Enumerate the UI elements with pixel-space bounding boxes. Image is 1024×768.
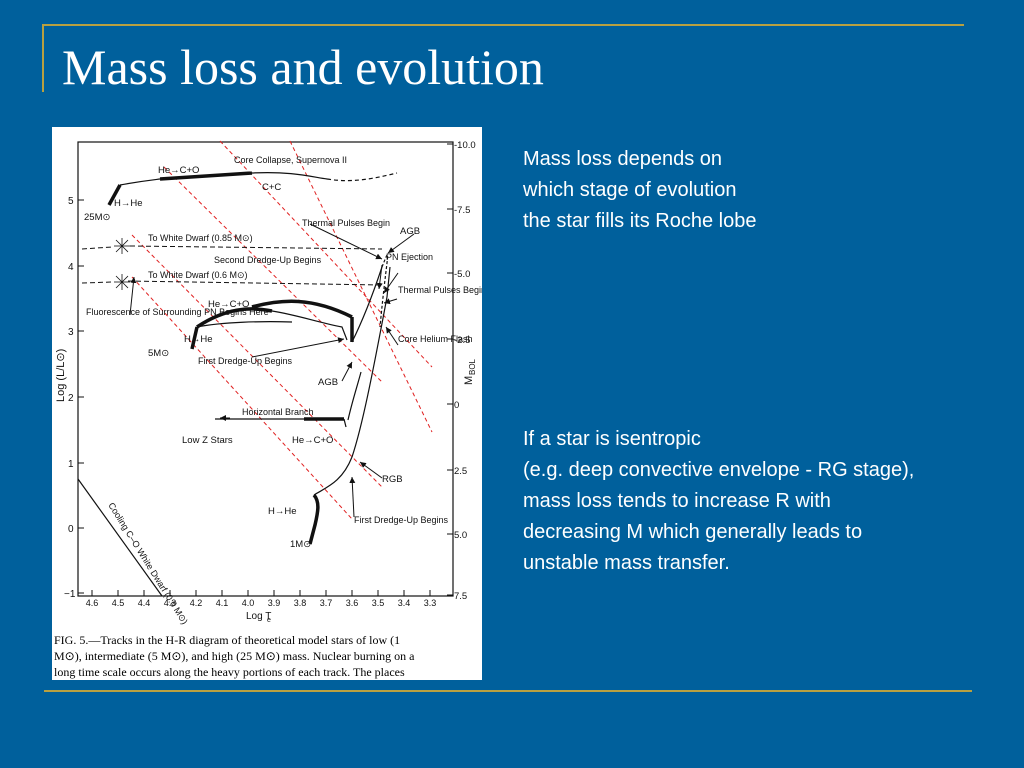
x-tick: 3.5 — [372, 598, 385, 608]
x-tick: 3.4 — [398, 598, 411, 608]
right-axis-subscript: BOL — [468, 358, 477, 375]
y-tick: 5 — [68, 196, 74, 207]
label-cc: C+C — [262, 182, 281, 193]
label-first-dredge-up-1: First Dredge-Up Begins — [354, 515, 449, 525]
label-pn-ejection: PN Ejection — [386, 252, 433, 262]
x-tick: 3.8 — [294, 598, 307, 608]
right-tick: -7.5 — [454, 205, 470, 216]
label-1-msun: 1M⊙ — [290, 539, 311, 550]
x-tick: 3.3 — [424, 598, 437, 608]
x-tick: 4.1 — [216, 598, 229, 608]
white-dwarf-cooling-track — [77, 478, 163, 597]
x-tick: 4.5 — [112, 598, 125, 608]
y-tick: −1 — [64, 589, 76, 600]
label-core-collapse: Core Collapse, Supernova II — [234, 155, 347, 165]
left-rule — [42, 24, 44, 92]
right-tick: -2.5 — [454, 335, 470, 346]
y-tick: 3 — [68, 327, 74, 338]
caption-line: long time scale occurs along the heavy p… — [54, 665, 405, 679]
label-rgb: RGB — [382, 474, 403, 485]
label-h-he-low: H→He — [268, 506, 297, 517]
track-5-msun — [190, 254, 389, 350]
right-tick: 7.5 — [454, 591, 467, 602]
mass-loss-text: Mass loss depends on which stage of evol… — [523, 144, 756, 237]
x-tick: 3.7 — [320, 598, 333, 608]
label-to-white-dwarf-085: To White Dwarf (0.85 M⊙) — [148, 233, 253, 243]
right-axis-title: M BOL — [463, 358, 477, 385]
text-line: unstable mass transfer. — [523, 552, 730, 574]
text-line: If a star is isentropic — [523, 428, 701, 450]
top-rule — [44, 24, 964, 26]
slide-title: Mass loss and evolution — [62, 39, 544, 95]
text-line: the star fills its Roche lobe — [523, 210, 757, 232]
hr-diagram: 5 4 3 2 1 0 −1 Log (L/L⊙) -10.0 -7.5 -5.… — [54, 140, 482, 679]
label-thermal-pulses-begin-2: Thermal Pulses Begin — [398, 285, 482, 295]
x-tick: 4.3 — [164, 598, 177, 608]
x-axis-subscript: e — [267, 617, 271, 624]
left-tick-marks — [78, 199, 84, 594]
label-fluorescence: Fluorescence of Surrounding PN Begins He… — [86, 307, 269, 317]
y-tick: 0 — [68, 524, 74, 535]
x-axis-label: Log T — [246, 611, 271, 622]
text-line: mass loss tends to increase R with — [523, 490, 831, 512]
x-tick: 4.4 — [138, 598, 151, 608]
figure-caption: FIG. 5.—Tracks in the H-R diagram of the… — [54, 633, 415, 679]
label-low-z-stars: Low Z Stars — [182, 435, 233, 446]
to-white-dwarf-lines — [81, 245, 383, 286]
plot-frame — [77, 141, 454, 597]
x-tick: 3.6 — [346, 598, 359, 608]
right-tick-marks — [447, 143, 453, 596]
track-1-msun — [308, 266, 391, 545]
caption-line: M⊙), intermediate (5 M⊙), and high (25 M… — [54, 649, 415, 663]
x-tick: 4.6 — [86, 598, 99, 608]
x-tick: 4.2 — [190, 598, 203, 608]
right-tick-labels: -10.0 -7.5 -5.0 -2.5 0 2.5 5.0 7.5 — [454, 140, 476, 602]
y-tick: 1 — [68, 459, 74, 470]
y-tick-labels: 5 4 3 2 1 0 −1 — [64, 196, 76, 600]
hr-diagram-figure: 5 4 3 2 1 0 −1 Log (L/L⊙) -10.0 -7.5 -5.… — [52, 127, 482, 680]
starburst-icon — [114, 238, 130, 254]
label-5-msun: 5M⊙ — [148, 348, 169, 359]
label-h-he-mid: H→He — [184, 334, 213, 345]
right-tick: 2.5 — [454, 466, 467, 477]
caption-line: FIG. 5.—Tracks in the H-R diagram of the… — [54, 633, 400, 647]
text-line: decreasing M which generally leads to — [523, 521, 863, 543]
starburst-icon — [114, 274, 130, 290]
label-25-msun: 25M⊙ — [84, 212, 110, 223]
label-to-white-dwarf-06: To White Dwarf (0.6 M⊙) — [148, 270, 248, 280]
label-second-dredge-up: Second Dredge-Up Begins — [214, 255, 322, 265]
label-core-helium-flash: Core Helium Flash — [398, 334, 473, 344]
x-tick-labels: 4.6 4.5 4.4 4.3 4.2 4.1 4.0 3.9 3.8 3.7 … — [86, 598, 437, 608]
right-tick: 5.0 — [454, 530, 467, 541]
bottom-rule — [44, 690, 972, 692]
text-line: (e.g. deep convective envelope - RG stag… — [523, 459, 915, 481]
x-tick: 4.0 — [242, 598, 255, 608]
label-agb-mid: AGB — [318, 377, 338, 388]
y-tick: 4 — [68, 262, 74, 273]
x-tick-marks — [91, 590, 431, 596]
right-tick: -10.0 — [454, 140, 476, 151]
right-tick: 0 — [454, 400, 459, 411]
arrow-icon — [129, 223, 415, 518]
y-tick: 2 — [68, 393, 74, 404]
label-first-dredge-up-5: First Dredge-Up Begins — [198, 356, 293, 366]
text-line: which stage of evolution — [523, 179, 737, 201]
right-axis-label: M — [463, 376, 475, 385]
label-he-co-low: He→C+O — [292, 435, 333, 446]
label-he-co-top: He→C+O — [158, 165, 199, 176]
label-h-he-top: H→He — [114, 198, 143, 209]
label-thermal-pulses-begin-1: Thermal Pulses Begin — [302, 218, 390, 228]
isentropic-text: If a star is isentropic (e.g. deep conve… — [523, 424, 914, 579]
label-horizontal-branch: Horizontal Branch — [242, 407, 314, 417]
y-axis-label: Log (L/L⊙) — [55, 349, 67, 402]
track-25-msun — [107, 171, 398, 206]
label-agb-top: AGB — [400, 226, 420, 237]
label-he-co-mid: He→C+O — [208, 299, 249, 310]
diagram-labels: He→C+O Core Collapse, Supernova II C+C H… — [84, 155, 482, 626]
text-line: Mass loss depends on — [523, 148, 723, 170]
red-guide-lines — [131, 140, 433, 520]
right-tick: -5.0 — [454, 269, 470, 280]
x-tick: 3.9 — [268, 598, 281, 608]
